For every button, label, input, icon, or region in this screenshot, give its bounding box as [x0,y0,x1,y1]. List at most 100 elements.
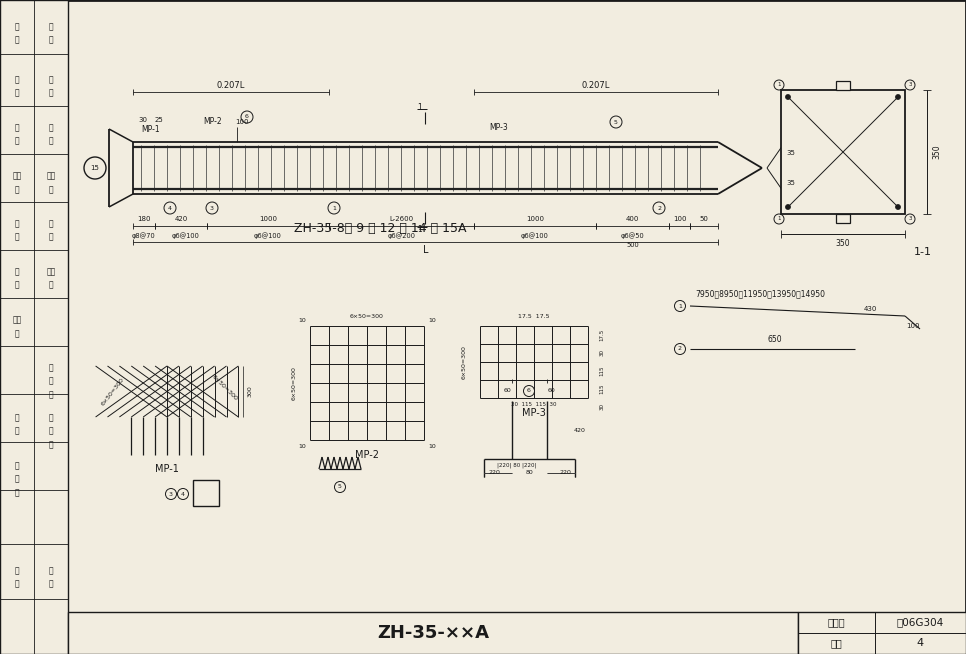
Text: 6×50=300: 6×50=300 [292,366,297,400]
Text: 1: 1 [678,303,682,309]
Text: L-2600: L-2600 [389,216,413,222]
Text: 审: 审 [48,220,53,228]
Text: 节: 节 [14,489,19,498]
Text: 220: 220 [488,470,500,475]
Text: φ8@70: φ8@70 [132,233,156,239]
Text: 小: 小 [48,426,53,436]
Text: 650: 650 [768,336,782,345]
Text: 2: 2 [678,347,682,351]
Text: 17.5: 17.5 [600,329,605,341]
Text: 6×50=300: 6×50=300 [350,313,384,318]
Text: 10: 10 [298,443,306,449]
Text: 30: 30 [600,404,605,411]
Text: 计: 计 [14,137,19,145]
Text: 3: 3 [210,205,214,211]
Text: ZH-35-××A: ZH-35-××A [377,624,489,642]
Bar [798,612,966,654]
Text: 负责: 负责 [46,171,56,181]
Text: 人: 人 [14,330,19,339]
Text: 节: 节 [14,426,19,436]
Text: MP-2: MP-2 [355,450,379,460]
Text: 小: 小 [48,377,53,385]
Text: 420: 420 [175,216,187,222]
Text: 115: 115 [600,384,605,394]
Text: MP-3: MP-3 [522,408,546,418]
Text: 图: 图 [14,22,19,31]
Circle shape [895,94,900,99]
Text: 浓06G304: 浓06G304 [896,617,944,627]
Text: 1: 1 [778,82,781,88]
Text: 各: 各 [48,413,53,422]
Circle shape [895,205,900,209]
Text: 参: 参 [48,364,53,373]
Text: φ6@50: φ6@50 [620,233,644,239]
Text: 6: 6 [245,114,249,120]
Text: 人: 人 [48,281,53,290]
Text: 500: 500 [626,242,639,248]
Text: 17.5  17.5: 17.5 17.5 [518,313,550,318]
Text: 80: 80 [526,470,533,475]
Text: 负责: 负责 [13,315,21,324]
Text: 100: 100 [906,323,920,329]
Text: 小: 小 [14,413,19,422]
Text: 15: 15 [91,165,99,171]
Text: 10: 10 [428,317,436,322]
Text: 350: 350 [932,145,942,160]
Text: φ6@100: φ6@100 [254,233,282,239]
Text: 30: 30 [600,349,605,356]
Text: MP-1: MP-1 [141,126,159,135]
Text: 图集号: 图集号 [827,617,845,627]
Text: 3: 3 [908,216,912,222]
Text: 各: 各 [14,462,19,470]
Text: MP-3: MP-3 [490,124,508,133]
Text: 1: 1 [417,224,422,233]
Text: 对: 对 [14,88,19,97]
Text: 10: 10 [298,317,306,322]
Text: φ6@100: φ6@100 [521,233,549,239]
Circle shape [785,205,790,209]
Text: 内: 内 [48,579,53,589]
Text: 100: 100 [236,119,249,125]
Circle shape [785,94,790,99]
Text: 小: 小 [14,475,19,483]
Text: 50: 50 [699,216,708,222]
Text: 图: 图 [14,233,19,241]
Bar [68,612,798,654]
Text: 10: 10 [428,443,436,449]
Text: 设: 设 [48,124,53,133]
Text: 计: 计 [48,137,53,145]
Text: 430: 430 [864,306,877,312]
Bar [781,90,905,214]
Text: 1000: 1000 [259,216,277,222]
Bar [0,0,68,654]
Text: 核: 核 [48,233,53,241]
Text: 节: 节 [48,390,53,400]
Bar [193,480,219,506]
Text: 0.207L: 0.207L [582,80,611,90]
Text: 设: 设 [14,124,19,133]
Bar [836,81,850,90]
Text: 1000: 1000 [526,216,544,222]
Text: 负责: 负责 [46,267,56,277]
Polygon shape [718,142,762,194]
Text: 1: 1 [332,205,336,211]
Text: 115: 115 [600,366,605,376]
Text: 5: 5 [614,120,618,124]
Text: 个: 个 [48,566,53,576]
Polygon shape [133,142,718,194]
Polygon shape [109,129,133,207]
Bar [836,214,850,223]
Text: 6×50=300: 6×50=300 [100,377,126,406]
Text: 4: 4 [181,492,185,496]
Text: 60: 60 [503,388,511,394]
Text: 350: 350 [836,239,850,249]
Text: |220| 80 |220|: |220| 80 |220| [497,462,537,468]
Text: 300: 300 [248,386,253,398]
Text: 校: 校 [14,75,19,84]
Text: 7950、8950、11950、13950、14950: 7950、8950、11950、13950、14950 [695,290,825,298]
Text: 图: 图 [14,566,19,576]
Text: 校: 校 [48,75,53,84]
Text: 30: 30 [138,117,148,123]
Text: 审: 审 [14,267,19,277]
Text: 3: 3 [169,492,173,496]
